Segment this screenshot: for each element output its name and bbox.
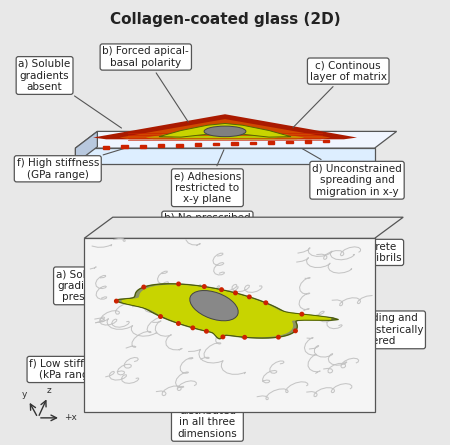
Polygon shape xyxy=(84,239,374,412)
Bar xyxy=(231,142,238,145)
Polygon shape xyxy=(76,131,97,163)
Circle shape xyxy=(234,291,237,295)
Polygon shape xyxy=(117,284,338,339)
Bar xyxy=(305,140,311,143)
Text: Collagen gel (3D): Collagen gel (3D) xyxy=(151,221,299,236)
Circle shape xyxy=(159,315,162,318)
Polygon shape xyxy=(122,285,331,337)
Text: b) Forced apical-
basal polarity: b) Forced apical- basal polarity xyxy=(103,46,189,122)
Text: f) Low stiffness
(kPa range): f) Low stiffness (kPa range) xyxy=(29,359,119,380)
Polygon shape xyxy=(76,148,374,163)
Bar xyxy=(140,145,146,148)
Circle shape xyxy=(142,285,145,289)
Text: Collagen-coated glass (2D): Collagen-coated glass (2D) xyxy=(110,12,340,27)
Circle shape xyxy=(205,329,208,333)
Circle shape xyxy=(115,299,118,303)
Bar xyxy=(103,146,109,149)
Polygon shape xyxy=(76,131,396,148)
Text: a) Soluble
gradients
present: a) Soluble gradients present xyxy=(56,269,156,303)
Bar xyxy=(268,142,274,144)
Bar xyxy=(176,144,183,146)
Circle shape xyxy=(243,336,247,339)
Circle shape xyxy=(191,326,194,330)
Circle shape xyxy=(277,336,280,339)
Circle shape xyxy=(177,282,180,286)
Circle shape xyxy=(221,335,225,339)
Polygon shape xyxy=(146,124,304,139)
Bar xyxy=(122,146,128,148)
Bar xyxy=(287,141,292,143)
Text: c) Continous
layer of matrix: c) Continous layer of matrix xyxy=(293,61,387,128)
Bar xyxy=(158,144,164,147)
Text: b) No prescribed
polarity: b) No prescribed polarity xyxy=(164,214,251,242)
Polygon shape xyxy=(93,114,357,139)
Text: a) Soluble
gradients
absent: a) Soluble gradients absent xyxy=(18,59,122,128)
Bar xyxy=(195,143,201,146)
Polygon shape xyxy=(119,119,331,139)
Text: c) Discrete
matrix fibrils: c) Discrete matrix fibrils xyxy=(316,242,401,263)
Circle shape xyxy=(294,329,297,332)
Circle shape xyxy=(177,322,180,325)
Text: e) Adhesions
distributed
in all three
dimensions: e) Adhesions distributed in all three di… xyxy=(174,389,241,439)
Circle shape xyxy=(300,312,304,316)
Text: e) Adhesions
restricted to
x-y plane: e) Adhesions restricted to x-y plane xyxy=(174,150,241,204)
Text: d) Unconstrained
spreading and
migration in x-y: d) Unconstrained spreading and migration… xyxy=(302,149,402,197)
Text: y: y xyxy=(22,390,27,399)
Ellipse shape xyxy=(190,291,238,321)
Text: z: z xyxy=(46,386,51,395)
Text: d) Spreading and
migration sterically
hindered: d) Spreading and migration sterically hi… xyxy=(315,313,423,347)
Circle shape xyxy=(220,288,223,291)
Bar xyxy=(213,143,219,146)
Ellipse shape xyxy=(204,126,246,137)
Circle shape xyxy=(264,301,268,304)
Polygon shape xyxy=(159,123,291,137)
Bar xyxy=(323,140,329,142)
Text: +x: +x xyxy=(64,413,77,422)
Circle shape xyxy=(202,285,206,288)
Circle shape xyxy=(248,295,251,299)
Bar xyxy=(250,142,256,145)
Text: f) High stiffness
(GPa range): f) High stiffness (GPa range) xyxy=(17,148,126,180)
Polygon shape xyxy=(84,217,403,239)
Polygon shape xyxy=(172,129,278,139)
